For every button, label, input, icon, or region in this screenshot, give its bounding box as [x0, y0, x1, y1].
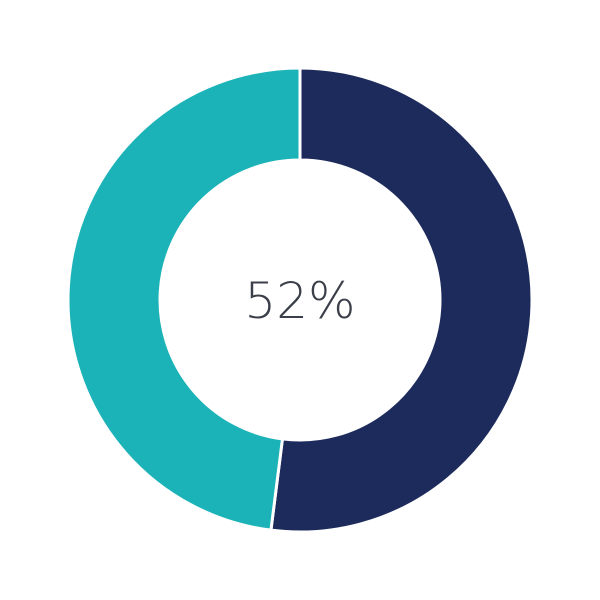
donut-slice-2 — [66, 66, 302, 532]
center-percentage-label: 52% — [244, 272, 355, 330]
donut-slice-1 — [269, 66, 534, 534]
